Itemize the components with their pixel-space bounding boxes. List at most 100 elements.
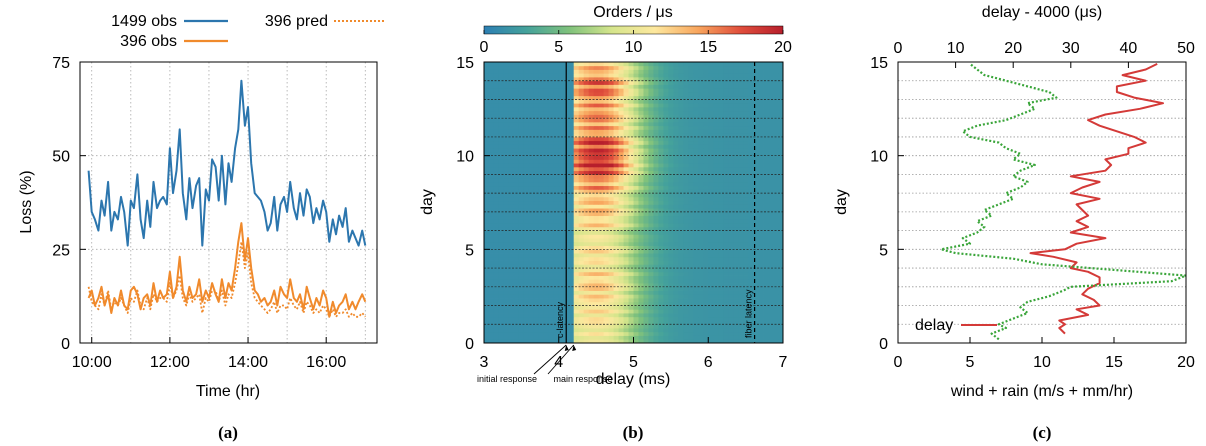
heatmap-cell [663, 211, 669, 217]
heatmap-cell [628, 309, 634, 314]
heatmap-cell [583, 103, 590, 108]
heatmap-cell [568, 249, 575, 254]
heatmap-cell [593, 99, 600, 104]
heatmap-cell [763, 301, 769, 306]
heatmap-cell [553, 253, 560, 258]
heatmap-cell [498, 114, 505, 119]
heatmap-cell [548, 125, 555, 130]
heatmap-cell [484, 200, 490, 205]
heatmap-cell [638, 256, 644, 261]
heatmap-cell [608, 208, 614, 213]
heatmap-cell [778, 283, 784, 288]
heatmap-cell [723, 260, 729, 265]
heatmap-cell [738, 114, 744, 119]
heatmap-cell [578, 200, 585, 205]
heatmap-cell [658, 223, 664, 228]
heatmap-cell [688, 88, 694, 93]
heatmap-cell [553, 230, 560, 235]
heatmap-cell [718, 268, 724, 273]
heatmap-cell [528, 196, 535, 202]
heatmap-cell [658, 185, 664, 190]
heatmap-cell [748, 301, 754, 306]
heatmap-cell [618, 328, 624, 333]
heatmap-cell [533, 193, 540, 198]
heatmap-cell [608, 301, 614, 306]
heatmap-cell [748, 88, 754, 93]
heatmap-cell [518, 215, 525, 220]
heatmap-cell [548, 185, 555, 190]
heatmap-cell [553, 73, 560, 78]
heatmap-cell [658, 166, 664, 172]
heatmap-cell [493, 264, 500, 269]
heatmap-cell [623, 339, 629, 344]
heatmap-cell [758, 275, 764, 280]
heatmap-cell [528, 174, 535, 179]
heatmap-cell [528, 84, 535, 89]
heatmap-cell [628, 331, 634, 336]
heatmap-cell [723, 215, 729, 220]
heatmap-cell [633, 84, 639, 89]
heatmap-cell [573, 245, 580, 250]
heatmap-cell [683, 320, 689, 325]
heatmap-cell [633, 193, 639, 198]
heatmap-cell [573, 279, 580, 284]
heatmap-cell [553, 264, 560, 269]
heatmap-cell [508, 99, 515, 104]
heatmap-cell [503, 121, 510, 127]
heatmap-cell [633, 339, 639, 344]
heatmap-cell [703, 155, 709, 160]
heatmap-cell [758, 305, 764, 310]
heatmap-cell [688, 208, 694, 213]
heatmap-cell [618, 208, 624, 213]
heatmap-cell [743, 286, 749, 291]
heatmap-cell [753, 193, 759, 198]
heatmap-cell [558, 223, 565, 228]
heatmap-cell [678, 73, 684, 78]
heatmap-cell [708, 166, 714, 172]
heatmap-cell [623, 166, 629, 172]
heatmap-cell [738, 219, 744, 224]
heatmap-cell [648, 166, 654, 172]
heatmap-cell [553, 62, 560, 67]
heatmap-cell [493, 170, 500, 175]
heatmap-cell [518, 148, 525, 153]
heatmap-cell [618, 103, 624, 108]
heatmap-cell [753, 324, 759, 329]
heatmap-cell [758, 253, 764, 258]
heatmap-cell [484, 193, 490, 198]
heatmap-cell [733, 256, 739, 261]
heatmap-cell [573, 80, 580, 85]
heatmap-cell [638, 200, 644, 205]
heatmap-cell [548, 148, 555, 153]
heatmap-cell [503, 298, 510, 303]
heatmap-cell [703, 84, 709, 89]
heatmap-cell [588, 189, 595, 194]
heatmap-cell [668, 253, 674, 258]
heatmap-cell [593, 294, 600, 299]
heatmap-cell [543, 189, 550, 194]
heatmap-cell [723, 110, 729, 115]
heatmap-cell [598, 294, 604, 299]
heatmap-cell [683, 286, 689, 291]
heatmap-cell [713, 140, 719, 145]
heatmap-cell [753, 148, 759, 153]
heatmap-cell [484, 73, 490, 78]
heatmap-cell [693, 211, 699, 217]
heatmap-cell [688, 226, 694, 231]
heatmap-cell [723, 200, 729, 205]
heatmap-cell [653, 275, 659, 280]
heatmap-cell [778, 69, 784, 74]
heatmap-cell [743, 253, 749, 258]
heatmap-cell [633, 166, 639, 172]
heatmap-cell [633, 65, 639, 70]
heatmap-cell [543, 208, 550, 213]
heatmap-cell [558, 264, 565, 269]
heatmap-cell [698, 196, 704, 202]
heatmap-cell [573, 238, 580, 243]
heatmap-cell [698, 294, 704, 299]
heatmap-cell [698, 76, 704, 82]
heatmap-cell [693, 196, 699, 202]
heatmap-cell [498, 196, 505, 202]
heatmap-cell [533, 125, 540, 130]
